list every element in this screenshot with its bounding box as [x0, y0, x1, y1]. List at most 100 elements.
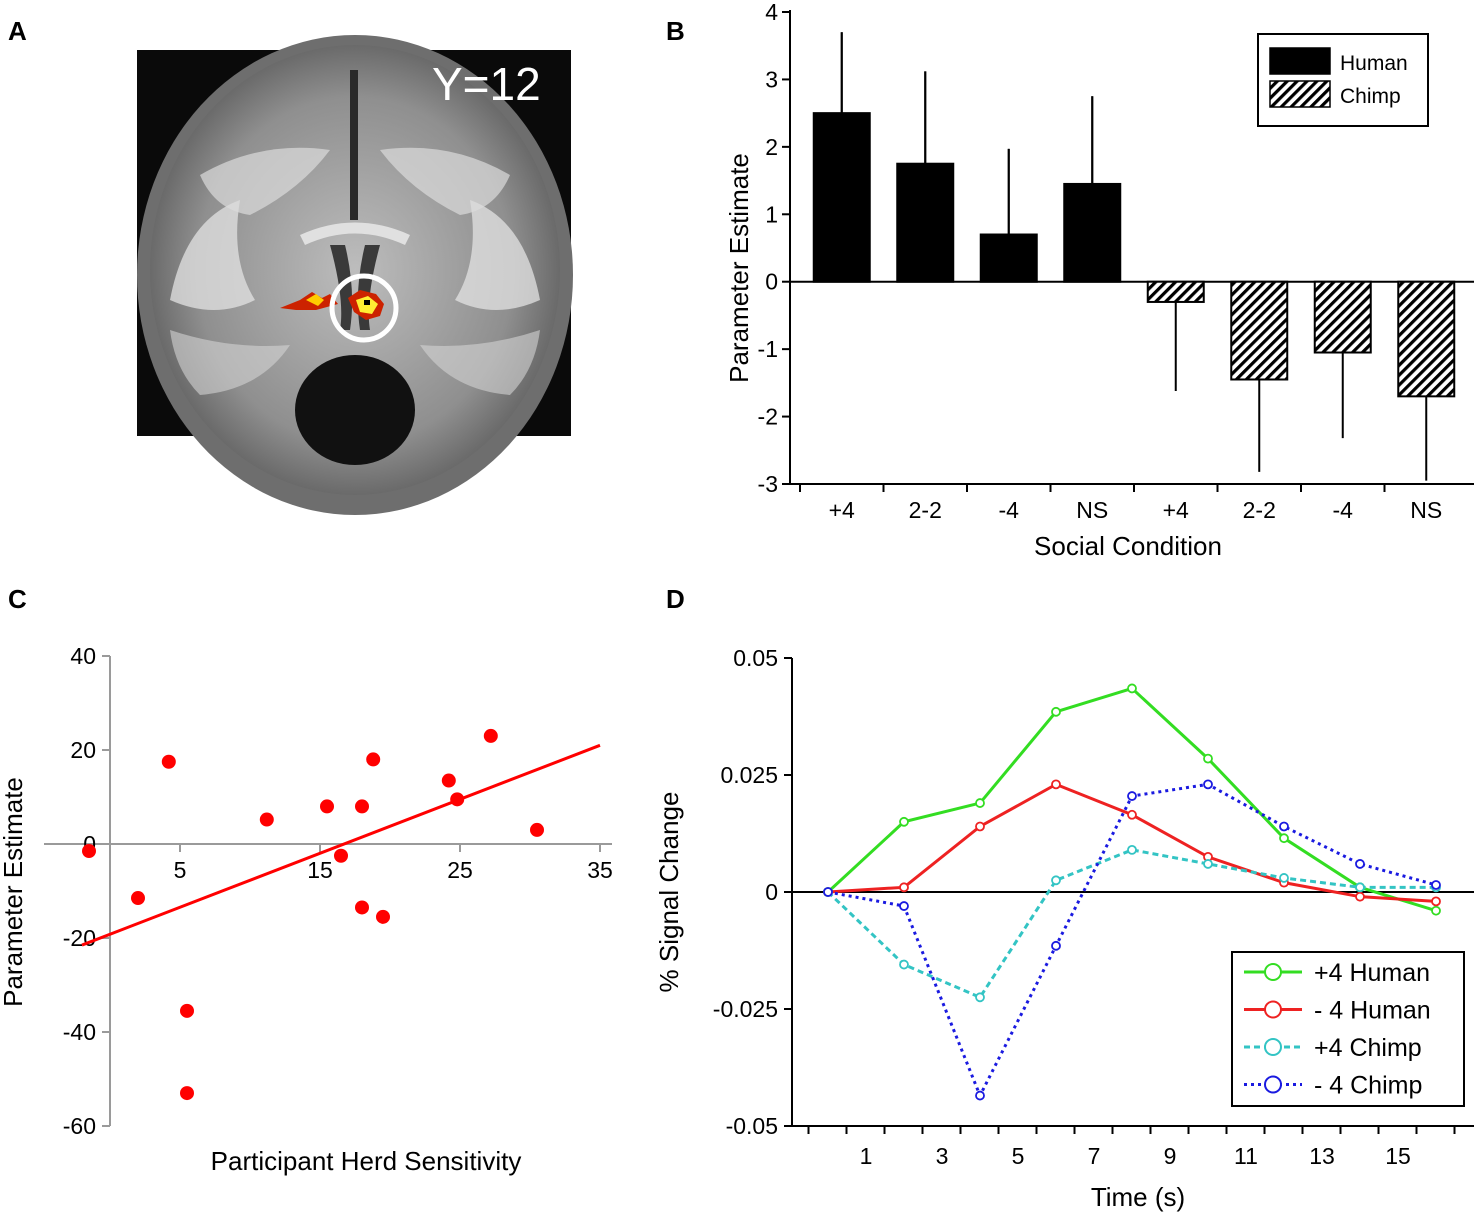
data-point — [161, 754, 176, 769]
x-tick-label: 5 — [174, 857, 187, 883]
series-marker — [1355, 882, 1365, 893]
y-tick-label: 0 — [765, 269, 778, 295]
x-axis-title: Social Condition — [1034, 531, 1222, 561]
y-tick-label: 20 — [70, 737, 96, 763]
x-tick-label: +4 — [1163, 497, 1189, 523]
series-marker — [975, 798, 985, 808]
x-axis-title: Participant Herd Sensitivity — [211, 1146, 522, 1176]
series-marker — [1051, 940, 1061, 951]
y-tick-label: -2 — [758, 404, 778, 430]
series-marker — [1051, 779, 1061, 790]
legend-swatch-human — [1269, 47, 1331, 75]
data-point — [450, 792, 465, 807]
x-tick-label: 11 — [1234, 1143, 1258, 1169]
bar-human — [979, 233, 1038, 283]
legend-marker — [1264, 1038, 1282, 1056]
series-marker — [1279, 833, 1289, 844]
data-point — [483, 728, 498, 743]
x-tick-label: 2-2 — [909, 497, 942, 523]
y-tick-label: 0.05 — [733, 645, 778, 671]
y-tick-label: -0.05 — [726, 1113, 778, 1139]
y-tick-label: -60 — [63, 1113, 96, 1139]
series-marker — [975, 821, 985, 832]
legend-label-chimp: Chimp — [1340, 85, 1401, 108]
series-marker — [899, 882, 909, 893]
panel-c-label: C — [8, 584, 27, 614]
panel-b-label: B — [666, 16, 685, 46]
x-tick-label: 15 — [307, 857, 333, 883]
bar-human — [1063, 182, 1122, 283]
legend-marker — [1264, 1075, 1282, 1094]
data-point — [355, 900, 369, 915]
legend-swatch-chimp — [1269, 80, 1331, 108]
bar-chimp — [1397, 280, 1456, 398]
data-point — [131, 891, 145, 906]
series-marker — [1431, 896, 1441, 907]
brain-slice-image — [137, 35, 573, 515]
x-tick-label: 2-2 — [1243, 497, 1276, 523]
x-tick-label: 25 — [447, 857, 473, 883]
x-tick-label: 9 — [1164, 1143, 1177, 1169]
series-marker — [1127, 791, 1137, 801]
panel-d-label: D — [666, 584, 685, 614]
x-tick-label: 1 — [860, 1143, 873, 1169]
panel-a: A Y=12 — [8, 16, 573, 515]
x-tick-label: 3 — [936, 1143, 949, 1169]
y-tick-label: -20 — [63, 925, 96, 951]
series-line — [827, 782, 1437, 903]
bar-chimp — [1313, 280, 1372, 354]
legend-label-human: Human — [1340, 52, 1408, 75]
y-tick-label: -40 — [63, 1019, 96, 1045]
x-tick-label: +4 — [829, 497, 855, 523]
data-point — [376, 909, 390, 924]
data-point — [530, 822, 544, 837]
panel-b: B 4 3 2 1 0 -1 -2 -3 +4 2-2 -4 NS +4 2-2 -4 NS Parameter… — [666, 0, 1474, 561]
y-tick-label: 3 — [765, 66, 778, 92]
series-marker — [899, 816, 909, 827]
series-marker — [1051, 875, 1061, 886]
x-tick-label: NS — [1076, 497, 1108, 523]
data-point — [259, 812, 274, 827]
x-tick-label: NS — [1410, 497, 1442, 523]
series-marker — [1127, 844, 1137, 855]
legend-label: - 4 Chimp — [1314, 1072, 1422, 1100]
legend-marker — [1264, 963, 1282, 981]
legend-marker — [1264, 1000, 1282, 1019]
x-tick-label: 15 — [1385, 1143, 1411, 1169]
series-marker — [1279, 873, 1289, 883]
bar-chart: 4 3 2 1 0 -1 -2 -3 +4 2-2 -4 NS +4 2-2 -4 NS Parameter E… — [724, 0, 1474, 561]
y-tick-label: 4 — [765, 0, 778, 25]
x-tick-label: 5 — [1012, 1143, 1025, 1169]
x-tick-label: -4 — [999, 497, 1020, 523]
data-point — [180, 1086, 194, 1101]
legend-label: +4 Human — [1314, 959, 1430, 987]
series-marker — [975, 992, 985, 1003]
y-tick-label: 2 — [765, 134, 778, 160]
series-marker — [1355, 891, 1365, 902]
slice-label: Y=12 — [432, 58, 541, 110]
data-point — [82, 844, 96, 859]
data-point — [334, 848, 348, 863]
y-tick-label: -1 — [758, 336, 778, 362]
y-tick-label: 40 — [70, 643, 96, 669]
x-tick-label: 7 — [1088, 1143, 1101, 1169]
legend: +4 Human - 4 Human +4 Chimp - 4 Chimp — [1231, 951, 1465, 1107]
bar-human — [896, 162, 955, 283]
series-marker — [1203, 859, 1213, 869]
y-tick-label: -3 — [758, 471, 778, 497]
legend-label: - 4 Human — [1314, 997, 1431, 1025]
regression-line — [81, 743, 601, 947]
series-marker — [975, 1090, 985, 1101]
x-axis-title: Time (s) — [1091, 1182, 1185, 1212]
y-tick-label: 0.025 — [720, 762, 778, 788]
series-marker — [1203, 779, 1213, 790]
roi-circle — [329, 273, 399, 343]
y-axis-title: Parameter Estimate — [0, 777, 28, 1007]
legend-label: +4 Chimp — [1314, 1034, 1422, 1062]
series-marker — [1127, 683, 1137, 694]
